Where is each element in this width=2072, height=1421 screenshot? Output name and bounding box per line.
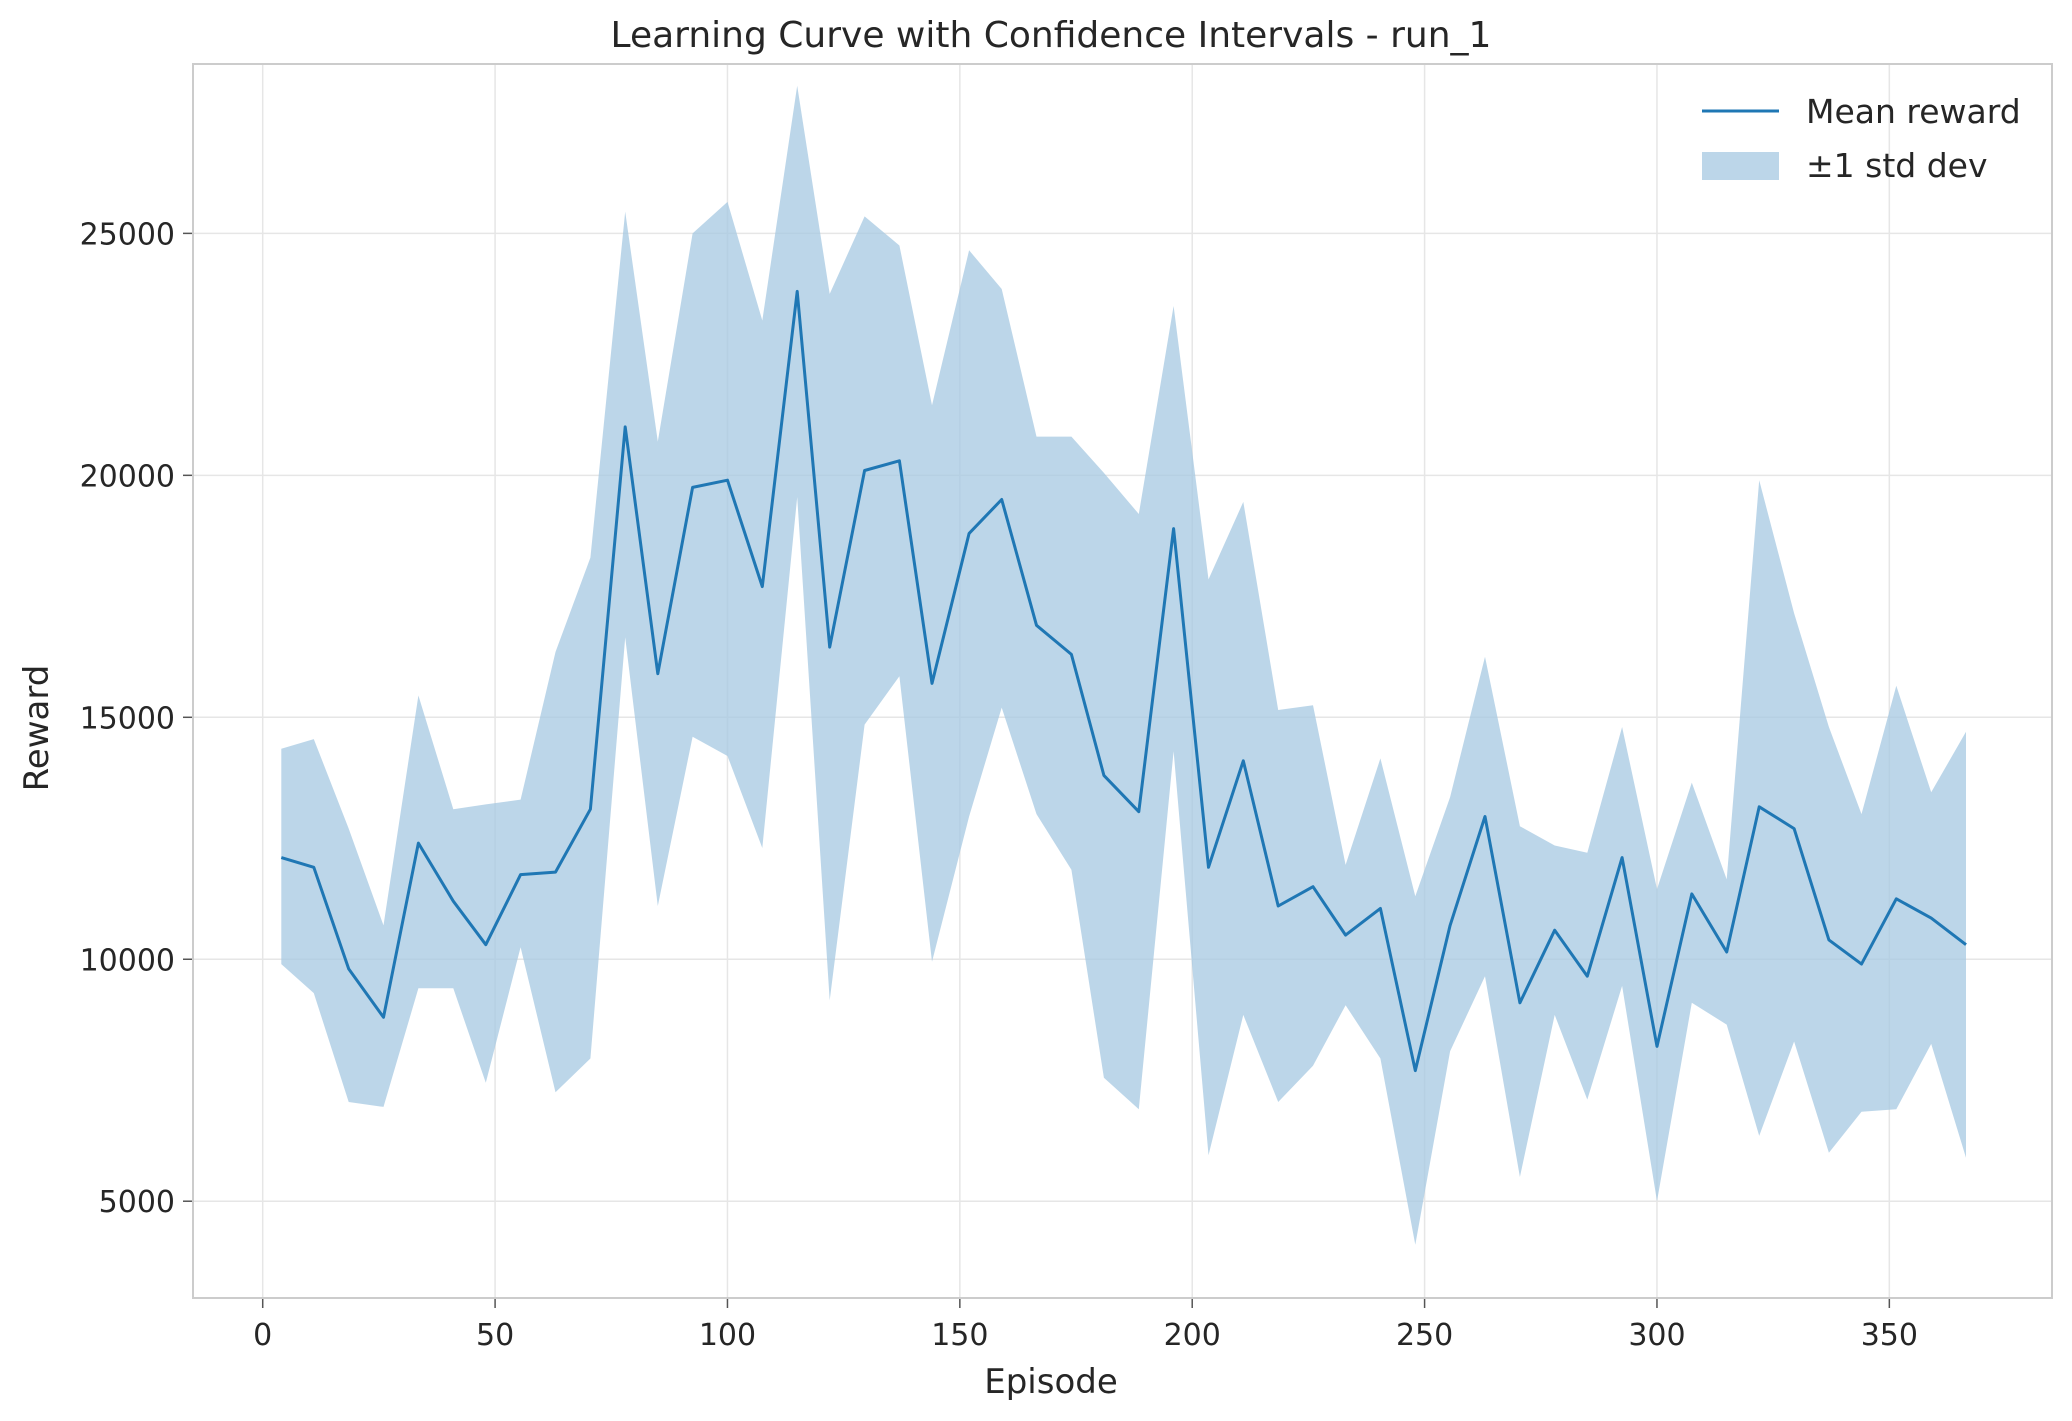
x-tick-label: 350 bbox=[1861, 1318, 1918, 1353]
legend-swatch-std-dev bbox=[1702, 152, 1779, 180]
legend-label-mean-reward: Mean reward bbox=[1806, 92, 2021, 131]
x-tick-label: 300 bbox=[1628, 1318, 1685, 1353]
x-axis-title: Episode bbox=[984, 1362, 1118, 1402]
legend-label-std-dev: ±1 std dev bbox=[1806, 146, 1987, 185]
y-tick-label: 10000 bbox=[80, 943, 175, 978]
plot-frame bbox=[192, 63, 2053, 1299]
x-tick-label: 150 bbox=[931, 1318, 988, 1353]
legend: Mean reward ±1 std dev bbox=[1702, 92, 2021, 185]
y-axis-title: Reward bbox=[17, 665, 57, 792]
y-tick-label: 25000 bbox=[80, 217, 175, 252]
y-tick-label: 15000 bbox=[80, 701, 175, 736]
x-tick-label: 250 bbox=[1396, 1318, 1453, 1353]
mean-reward-line bbox=[280, 289, 1967, 1073]
x-tick-label: 0 bbox=[253, 1318, 272, 1353]
plot-area: 0 50 100 150 200 250 300 350 5000 10000 15000 20000… bbox=[80, 63, 2053, 1353]
std-dev-band bbox=[281, 85, 1966, 1245]
x-tick-label: 50 bbox=[476, 1318, 514, 1353]
chart-title: Learning Curve with Confidence Intervals… bbox=[611, 15, 1492, 56]
y-tick-label: 5000 bbox=[99, 1185, 175, 1220]
x-tick-label: 100 bbox=[699, 1318, 756, 1353]
y-tick-label: 20000 bbox=[80, 459, 175, 494]
x-tick-label: 200 bbox=[1164, 1318, 1221, 1353]
